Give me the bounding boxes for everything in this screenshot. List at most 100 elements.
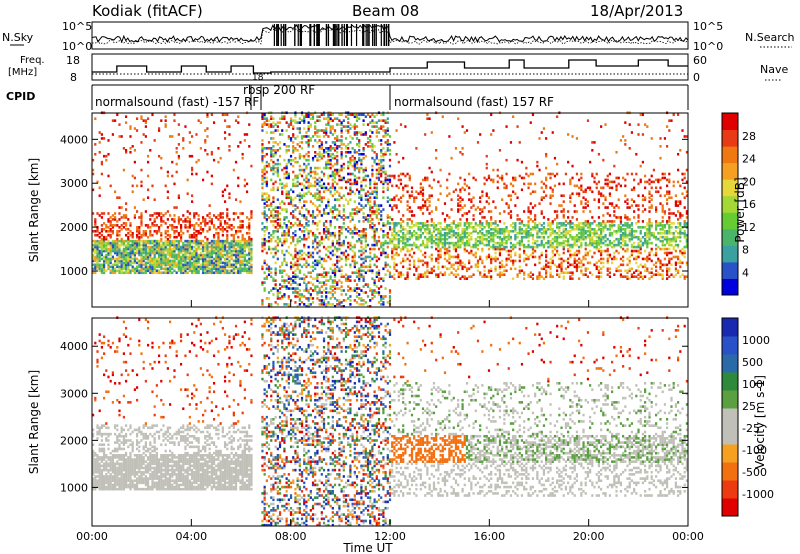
power-cell: [424, 236, 426, 239]
power-cell: [409, 210, 411, 213]
power-cell: [292, 232, 294, 235]
power-cell: [411, 194, 413, 197]
power-cell: [165, 254, 167, 257]
power-cell: [354, 157, 356, 160]
power-cell: [268, 297, 270, 300]
power-cell: [512, 260, 514, 263]
power-cell: [224, 137, 226, 140]
power-cell: [334, 297, 336, 300]
power-cell: [521, 177, 523, 180]
power-cell: [532, 246, 534, 249]
power-cell: [492, 169, 494, 172]
power-cell: [341, 151, 343, 154]
power-cell: [488, 248, 490, 251]
power-cell: [147, 246, 149, 249]
power-cell: [195, 212, 197, 215]
power-cell: [501, 271, 503, 274]
power-cell: [297, 194, 299, 197]
power-cell: [472, 204, 474, 207]
power-cell: [330, 252, 332, 255]
power-cell: [145, 125, 147, 128]
power-cell: [297, 127, 299, 130]
power-cell: [521, 188, 523, 191]
power-cell: [325, 287, 327, 290]
power-cell: [261, 143, 263, 146]
power-cell: [457, 254, 459, 257]
power-cell: [393, 277, 395, 280]
power-cell: [281, 129, 283, 132]
power-cell: [336, 248, 338, 251]
power-cell: [162, 242, 164, 245]
power-cell: [363, 206, 365, 209]
power-cell: [270, 115, 272, 118]
power-cell: [297, 175, 299, 178]
power-cell: [105, 224, 107, 227]
power-cell: [277, 149, 279, 152]
power-cell: [514, 204, 516, 207]
power-cell: [503, 187, 505, 190]
power-cell: [332, 206, 334, 209]
power-cell: [180, 256, 182, 259]
power-cell: [527, 230, 529, 233]
power-cell: [417, 246, 419, 249]
power-cell: [299, 293, 301, 296]
power-cell: [303, 179, 305, 182]
power-cell: [191, 135, 193, 138]
power-cell: [275, 246, 277, 249]
power-cell: [330, 159, 332, 162]
power-cell: [316, 196, 318, 199]
power-cell: [510, 254, 512, 257]
power-cell: [538, 262, 540, 265]
power-cell: [365, 185, 367, 188]
power-cell: [468, 198, 470, 201]
power-cell: [103, 155, 105, 158]
noise-traces: [92, 24, 688, 46]
power-cell: [314, 151, 316, 154]
power-cell: [497, 258, 499, 261]
power-cell: [521, 161, 523, 164]
power-cell: [321, 295, 323, 298]
power-cell: [156, 230, 158, 233]
power-cell: [286, 232, 288, 235]
power-cell: [279, 287, 281, 290]
power-cell: [184, 240, 186, 243]
power-cell: [222, 216, 224, 219]
power-cell: [336, 214, 338, 217]
power-cell: [409, 218, 411, 221]
power-cell: [129, 147, 131, 150]
power-cell: [455, 232, 457, 235]
power-cell: [270, 131, 272, 134]
power-cell: [406, 218, 408, 221]
power-cell: [312, 177, 314, 180]
power-cell: [290, 287, 292, 290]
power-cell: [420, 183, 422, 186]
power-cell: [286, 208, 288, 211]
power-cell: [415, 277, 417, 280]
power-cell: [334, 137, 336, 140]
power-cell: [444, 226, 446, 229]
power-cell: [428, 194, 430, 197]
power-cell: [288, 281, 290, 284]
power-cell: [341, 252, 343, 255]
power-cell: [503, 183, 505, 186]
power-cell: [224, 200, 226, 203]
power-cell: [264, 210, 266, 213]
power-cell: [316, 214, 318, 217]
power-cell: [149, 218, 151, 221]
power-heatmap-cells: [92, 111, 688, 307]
power-cell: [503, 246, 505, 249]
power-cell: [490, 267, 492, 270]
power-cell: [334, 129, 336, 132]
power-cell: [310, 230, 312, 233]
power-cell: [490, 133, 492, 136]
power-cell: [349, 123, 351, 126]
power-cell: [268, 163, 270, 166]
power-cell: [235, 119, 237, 122]
power-cell: [393, 204, 395, 207]
power-cell: [406, 200, 408, 203]
power-cell: [187, 256, 189, 259]
power-cell: [171, 218, 173, 221]
power-cell: [349, 228, 351, 231]
power-cell: [127, 228, 129, 231]
power-cell: [354, 271, 356, 274]
